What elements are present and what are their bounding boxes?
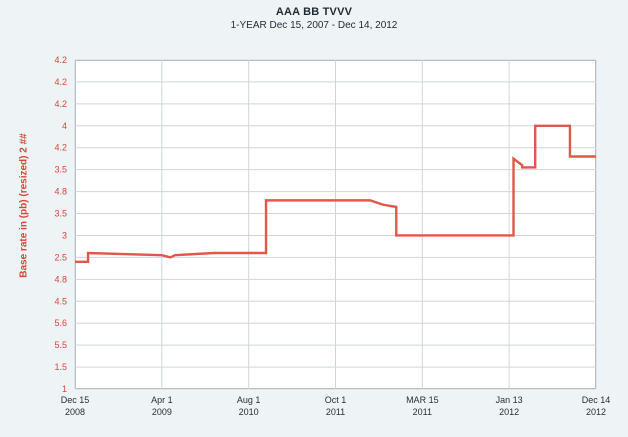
x-tick-line1: Oct 1: [325, 395, 347, 405]
x-tick-line1: Apr 1: [151, 395, 173, 405]
x-tick-line1: MAR 15: [406, 395, 439, 405]
x-tick-label: Jan 13 2012: [496, 395, 523, 417]
y-tick-label: 4.2: [54, 143, 67, 153]
y-tick-label: 4.8: [54, 187, 67, 197]
y-tick-label: 1.5: [54, 362, 67, 372]
x-tick-label: Dec 15 2008: [61, 395, 90, 417]
y-tick-label: 4: [62, 121, 67, 131]
y-tick-label: 4.5: [54, 296, 67, 306]
series-line: [75, 124, 596, 263]
x-tick-line1: Dec 14: [582, 395, 611, 405]
x-tick-line2: 2011: [413, 407, 432, 417]
x-tick-line1: Aug 1: [237, 395, 261, 405]
x-tick-line2: 2010: [239, 407, 259, 417]
y-tick-layer: 1 1.5 5.5 5.6 4.5 4.8 2.5 3 3.5 4.8 3.5 4.2 4 4.2 4.2 4…: [54, 55, 67, 394]
y-tick-label: 2.5: [54, 252, 67, 262]
x-tick-line1: Jan 13: [496, 395, 523, 405]
chart-subtitle: 1-YEAR Dec 15, 2007 - Dec 14, 2012: [230, 20, 398, 31]
y-tick-label: 3.5: [54, 209, 67, 219]
y-tick-label: 4.8: [54, 274, 67, 284]
y-tick-label: 5.6: [54, 318, 67, 328]
x-tick-line2: 2009: [152, 407, 172, 417]
y-tick-label: 4.2: [54, 77, 67, 87]
y-tick-label: 1: [62, 384, 67, 394]
grid-layer: [74, 59, 597, 390]
x-tick-line2: 2012: [499, 407, 519, 417]
x-tick-line2: 2008: [65, 407, 85, 417]
chart-title: AAA BB TVVV: [275, 6, 353, 18]
y-tick-label: 3: [62, 230, 67, 240]
y-tick-label: 4.2: [54, 55, 67, 65]
y-tick-label: 4.2: [54, 99, 67, 109]
y-tick-label: 3.5: [54, 165, 67, 175]
x-tick-label: Aug 1 2010: [237, 395, 261, 417]
x-tick-label: MAR 15 2011: [406, 395, 439, 417]
y-tick-label: 5.5: [54, 340, 67, 350]
x-tick-label: Apr 1 2009: [151, 395, 173, 417]
x-tick-line1: Dec 15: [61, 395, 90, 405]
x-tick-label: Dec 14 2012: [582, 395, 611, 417]
x-tick-line2: 2011: [326, 407, 345, 417]
x-tick-label: Oct 1 2011: [325, 395, 347, 417]
x-tick-line2: 2012: [586, 407, 606, 417]
